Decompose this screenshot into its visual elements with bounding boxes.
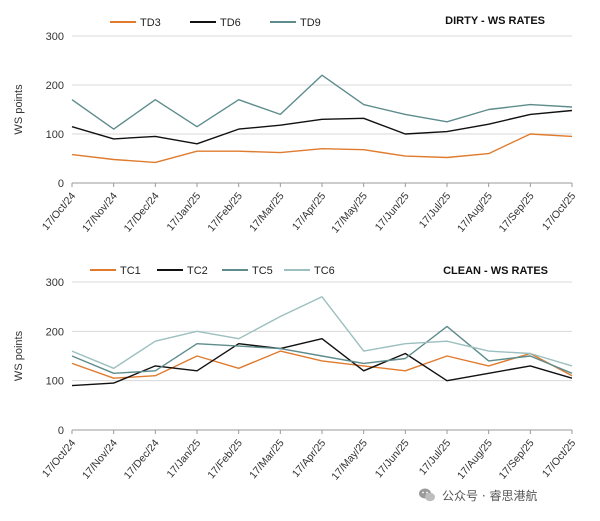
clean-y-axis-label: WS points (13, 330, 25, 381)
clean-x-tick-label: 17/Sep/25 (497, 437, 537, 482)
clean-y-tick-label: 200 (46, 326, 64, 338)
clean-x-tick-label: 17/Aug/25 (455, 437, 495, 482)
dirty-series-line-td6 (71, 109, 573, 145)
clean-x-tick-label: 17/Jan/25 (164, 437, 203, 480)
clean-y-tick-label: 0 (58, 425, 64, 437)
dirty-x-tick-label: 17/Mar/25 (247, 190, 287, 234)
dirty-x-tick-label: 17/May/25 (329, 190, 370, 235)
dirty-x-tick-label: 17/Sep/25 (497, 190, 537, 235)
clean-x-tick-label: 17/Feb/25 (205, 437, 245, 481)
dirty-x-tick-label: 17/Jun/25 (373, 190, 412, 233)
watermark: 公众号 · 睿思港航 (418, 484, 594, 506)
dirty-legend-label-td6: TD6 (220, 17, 241, 29)
clean-legend-label-tc6: TC6 (314, 265, 335, 277)
dirty-y-axis-label: WS points (13, 84, 25, 135)
clean-x-tick-label: 17/Jun/25 (373, 437, 412, 480)
dirty-y-tick-label: 100 (46, 129, 64, 141)
clean-y-tick-label: 300 (46, 277, 64, 289)
dirty-y-tick-label: 300 (46, 31, 64, 43)
dirty-y-tick-label: 0 (58, 178, 64, 190)
clean-series-line-tc2 (71, 338, 573, 387)
clean-x-tick-label: 17/May/25 (329, 437, 370, 482)
clean-series-line-tc6 (71, 296, 573, 369)
dirty-x-tick-label: 17/Feb/25 (205, 190, 245, 234)
dirty-legend-label-td3: TD3 (140, 17, 161, 29)
dirty-x-tick-label: 17/Oct/25 (540, 190, 579, 233)
dirty-x-tick-label: 17/Nov/24 (80, 190, 120, 235)
dirty-series-line-td3 (71, 133, 573, 164)
clean-x-tick-label: 17/Apr/25 (290, 437, 329, 480)
clean-x-tick-label: 17/Oct/25 (540, 437, 579, 480)
dirty-legend-label-td9: TD9 (300, 17, 321, 29)
clean-x-tick-label: 17/Dec/24 (122, 437, 162, 482)
clean-x-tick-label: 17/Oct/24 (40, 437, 79, 480)
dirty-x-tick-label: 17/Jul/25 (417, 190, 454, 230)
dirty-chart-title: DIRTY - WS RATES (445, 15, 545, 27)
clean-chart-title: CLEAN - WS RATES (443, 265, 548, 277)
clean-series-line-tc5 (71, 325, 573, 374)
watermark-text: 公众号 · 睿思港航 (442, 488, 538, 503)
clean-x-tick-label: 17/Mar/25 (247, 437, 287, 481)
clean-y-tick-label: 100 (46, 376, 64, 388)
clean-x-tick-label: 17/Jul/25 (417, 437, 454, 477)
dirty-x-tick-label: 17/Apr/25 (290, 190, 329, 233)
clean-legend-label-tc2: TC2 (187, 265, 208, 277)
dirty-x-tick-label: 17/Dec/24 (122, 190, 162, 235)
dirty-x-tick-label: 17/Oct/24 (40, 190, 79, 233)
dirty-x-tick-label: 17/Aug/25 (455, 190, 495, 235)
dirty-y-tick-label: 200 (46, 80, 64, 92)
clean-legend-label-tc5: TC5 (252, 265, 273, 277)
wechat-icon (419, 488, 435, 502)
clean-series-line-tc1 (71, 350, 573, 379)
clean-legend-label-tc1: TC1 (120, 265, 141, 277)
dirty-x-tick-label: 17/Jan/25 (164, 190, 203, 233)
clean-x-tick-label: 17/Nov/24 (80, 437, 120, 482)
dirty-series-line-td9 (71, 74, 573, 130)
